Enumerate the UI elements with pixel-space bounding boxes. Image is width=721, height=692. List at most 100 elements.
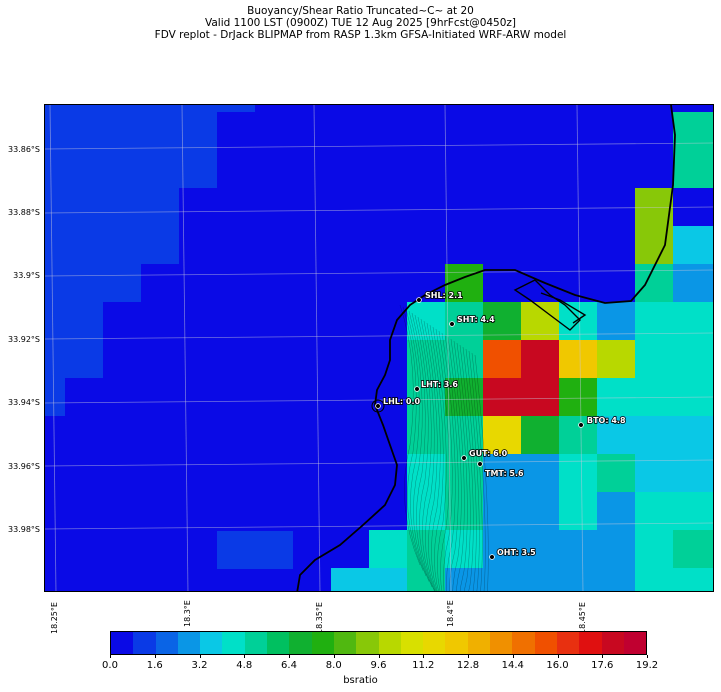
terrain-contour [402, 306, 424, 571]
colorbar-tick-mark [199, 655, 201, 658]
field-cell [407, 302, 445, 340]
title-line-1: Buoyancy/Shear Ratio Truncated~C~ at 20 [247, 5, 474, 17]
colorbar-tick-mark [244, 655, 246, 658]
field-cell [521, 416, 559, 454]
field-cell [521, 568, 559, 591]
colorbar-tick-label: 19.2 [635, 660, 659, 671]
latitude-gridline [45, 269, 713, 277]
site-marker-gut [461, 455, 467, 461]
colorbar-segment [534, 632, 557, 654]
lon-label-18-25: 18.25°E [50, 602, 59, 634]
lat-label-33-96: 33.96°S [8, 462, 40, 471]
field-cell [45, 112, 217, 188]
field-cell [483, 454, 521, 492]
field-cell [673, 530, 713, 568]
colorbar-segment [579, 632, 602, 654]
field-cell [559, 340, 597, 378]
field-cell [369, 568, 407, 591]
site-marker-lhl [375, 403, 381, 409]
field-cell [597, 568, 635, 591]
site-marker-oht [489, 554, 495, 560]
colorbar-tick-mark [110, 655, 111, 658]
field-cell [45, 105, 255, 112]
title-line-2: Valid 1100 LST (0900Z) TUE 12 Aug 2025 [… [204, 17, 517, 29]
field-cell [45, 188, 179, 264]
terrain-contour [450, 338, 465, 591]
site-label-lht: LHT: 3.6 [421, 380, 458, 389]
site-label-lhl: LHL: 0.0 [383, 397, 420, 406]
colorbar-segment [155, 632, 178, 654]
longitude-gridline [313, 105, 321, 591]
colorbar-segment [333, 632, 357, 654]
colorbar-tick-label: 17.6 [591, 660, 614, 671]
colorbar-tick-label: 16.0 [546, 660, 569, 671]
lon-label-18-30: 18.3°E [183, 600, 192, 627]
field-cell [521, 340, 559, 378]
field-cell [407, 454, 445, 492]
field-cell [483, 302, 521, 340]
colorbar-tick-mark [378, 655, 380, 658]
map-frame[interactable]: SHL: 2.1 SHT: 4.4 LHT: 3.6 LHL: 0.0 BTO: 4.8… [44, 104, 714, 592]
field-cell [521, 492, 559, 530]
field-cell [635, 492, 673, 530]
field-cell [407, 530, 445, 568]
longitude-gridline [181, 105, 189, 591]
colorbar-tick-label: 9.6 [370, 660, 387, 671]
field-cell [559, 530, 597, 568]
colorbar-segment [556, 632, 580, 654]
field-cell [445, 340, 483, 378]
terrain-contour [435, 328, 450, 591]
colorbar-tick-label: 3.2 [191, 660, 208, 671]
field-cell [445, 302, 483, 340]
colorbar-tick-mark [602, 655, 604, 658]
terrain-contour [405, 308, 427, 577]
field-cell [45, 264, 141, 302]
site-label-sht: SHT: 4.4 [457, 315, 495, 324]
longitude-gridline [49, 105, 57, 591]
field-cell [445, 568, 483, 591]
colorbar-segment [512, 632, 535, 654]
site-label-tmt: TMT: 5.6 [485, 469, 524, 478]
field-cell [635, 378, 673, 416]
longitude-gridline [576, 105, 584, 591]
field-cell [597, 378, 635, 416]
colorbar-segment [244, 632, 268, 654]
lon-label-18-40: 18.4°E [446, 600, 455, 627]
field-cell [407, 492, 445, 530]
map-title: Buoyancy/Shear Ratio Truncated~C~ at 20 … [0, 5, 721, 41]
colorbar-tick-label: 12.8 [456, 660, 480, 671]
lon-label-18-45: 18.45°E [578, 602, 587, 634]
terrain-contour [456, 342, 471, 591]
site-label-oht: OHT: 3.5 [497, 548, 536, 557]
field-cell [407, 416, 445, 454]
field-cell [445, 416, 483, 454]
colorbar-segment [356, 632, 379, 654]
colorbar-segment [378, 632, 401, 654]
latitude-gridline [45, 206, 713, 214]
field-cell [635, 416, 713, 454]
colorbar-tick-label: 14.4 [501, 660, 524, 671]
colorbar-segment [311, 632, 334, 654]
site-marker-shl [416, 297, 422, 303]
field-cell [45, 302, 103, 378]
colorbar-segment [267, 632, 290, 654]
field-cell [559, 568, 597, 591]
colorbar-tick-mark [557, 655, 559, 658]
colorbar-segment [133, 632, 156, 654]
site-marker-lht [414, 386, 420, 392]
terrain-contour [426, 322, 441, 591]
terrain-contour [459, 344, 474, 591]
colorbar-segment [467, 632, 491, 654]
colorbar-tick-mark [647, 655, 648, 658]
colorbar-tick-label: 8.0 [325, 660, 342, 671]
terrain-contour [420, 318, 436, 591]
field-cell [445, 492, 483, 530]
field-cell [483, 492, 521, 530]
colorbar-segment [289, 632, 312, 654]
colorbar-tick-label: 1.6 [146, 660, 163, 671]
terrain-contour [441, 332, 456, 591]
field-cell [673, 112, 713, 188]
colorbar-tick-label: 6.4 [281, 660, 297, 671]
longitude-gridline [444, 105, 452, 591]
